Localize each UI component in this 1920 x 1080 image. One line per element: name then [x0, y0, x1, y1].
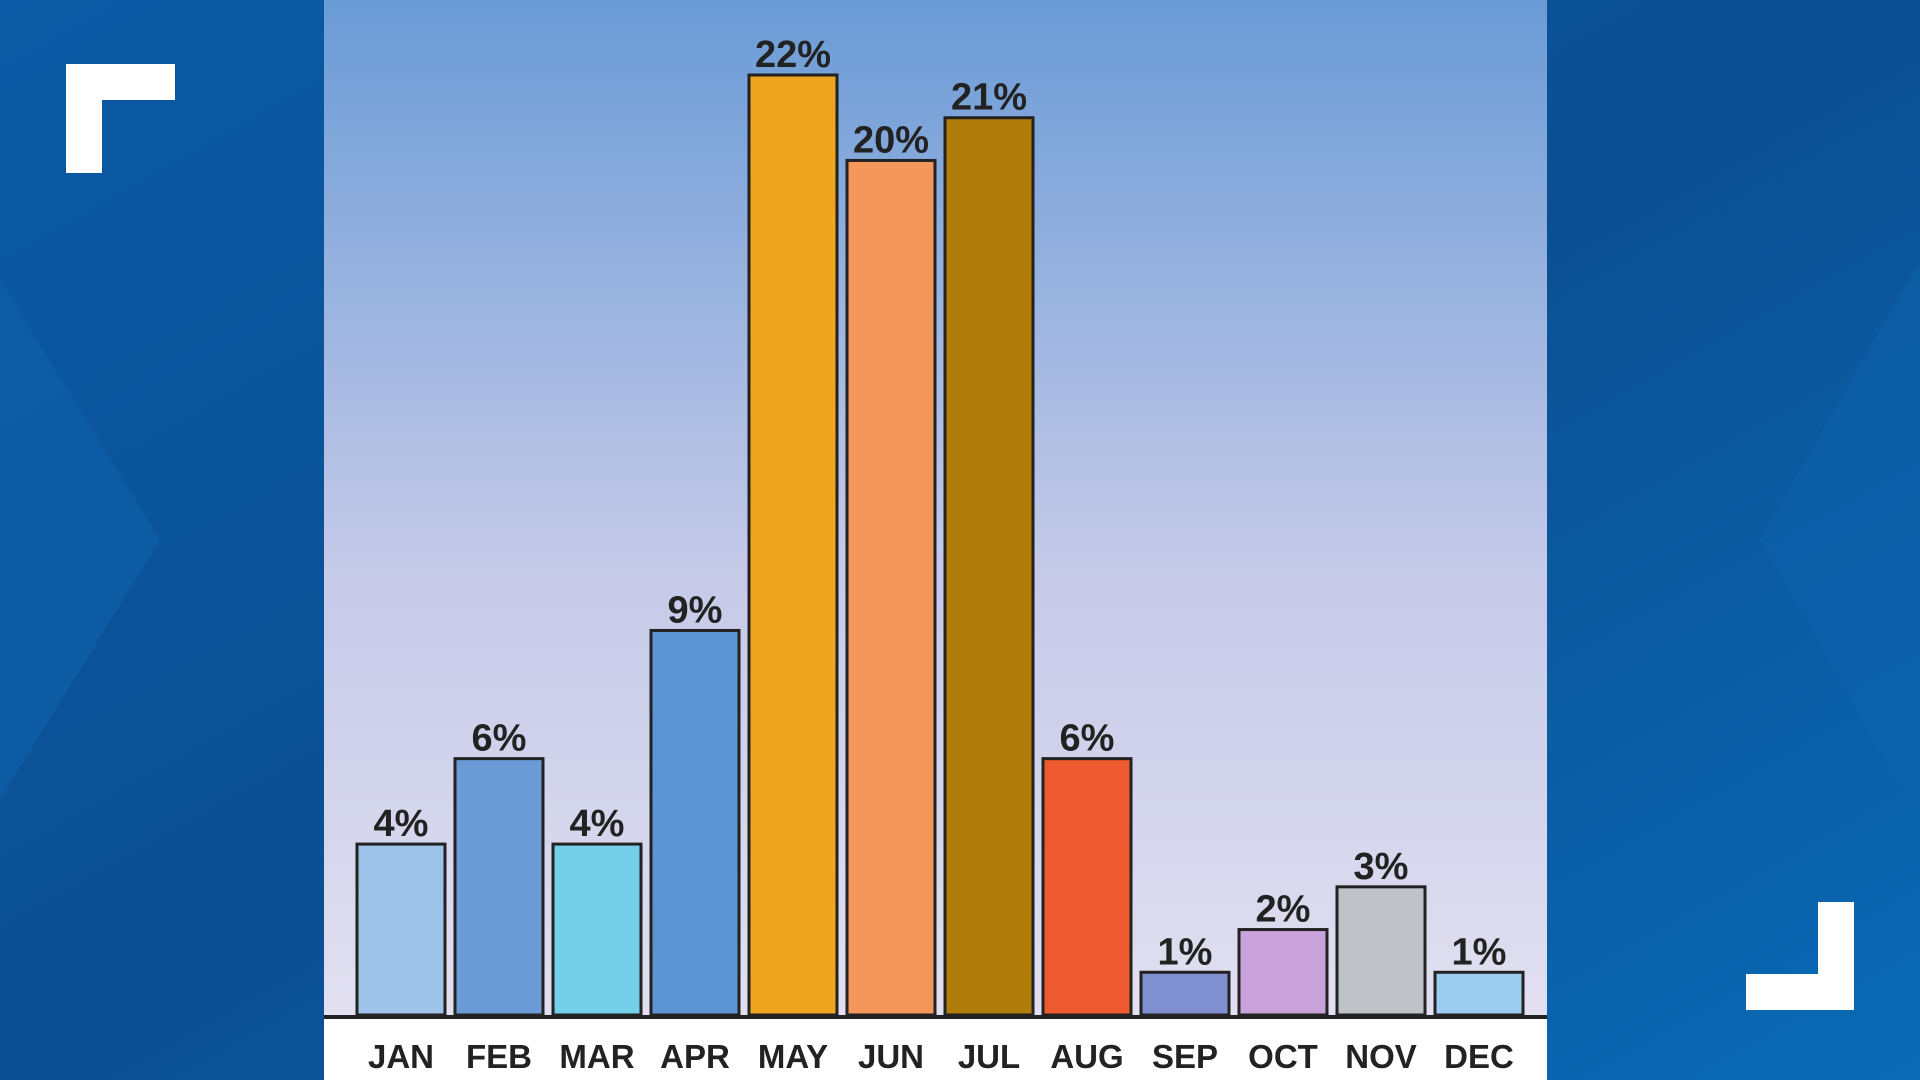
bar: [649, 628, 741, 1017]
x-tick-label: MAR: [559, 1038, 634, 1075]
value-label: 4%: [374, 803, 429, 845]
value-label: 21%: [951, 77, 1027, 119]
x-tick-label: OCT: [1248, 1038, 1318, 1075]
x-tick-label: FEB: [466, 1038, 532, 1075]
bar: [551, 842, 643, 1017]
chart: 4% JAN 6% FEB 4% MAR 9% APR 22% MAY 20% JUN 21% JUL 6%…: [324, 0, 1547, 1080]
background-shape: [1760, 260, 1920, 820]
bar: [943, 116, 1035, 1017]
bar: [1335, 885, 1427, 1017]
value-label: 1%: [1158, 931, 1213, 973]
corner-bracket: [66, 64, 175, 173]
x-tick-label: AUG: [1050, 1038, 1123, 1075]
corner-bracket: [1746, 902, 1854, 1010]
x-tick-label: JAN: [368, 1038, 434, 1075]
value-label: 20%: [853, 119, 929, 161]
x-tick-label: JUN: [858, 1038, 924, 1075]
bar: [1237, 928, 1329, 1017]
background-shape: [0, 280, 160, 800]
value-label: 9%: [668, 589, 723, 631]
x-tick-label: NOV: [1345, 1038, 1417, 1075]
bar: [453, 757, 545, 1017]
x-tick-label: SEP: [1152, 1038, 1218, 1075]
x-tick-label: MAY: [758, 1038, 828, 1075]
value-label: 6%: [472, 718, 527, 760]
x-tick-label: APR: [660, 1038, 730, 1075]
bar: [1433, 970, 1525, 1017]
value-label: 4%: [570, 803, 625, 845]
x-tick-label: JUL: [958, 1038, 1020, 1075]
label-strip: [324, 1016, 1547, 1080]
value-label: 22%: [755, 34, 831, 76]
value-label: 3%: [1354, 846, 1409, 888]
bar: [1041, 757, 1133, 1017]
value-label: 6%: [1060, 718, 1115, 760]
x-tick-label: DEC: [1444, 1038, 1514, 1075]
bar: [355, 842, 447, 1017]
value-label: 2%: [1256, 889, 1311, 931]
value-label: 1%: [1452, 931, 1507, 973]
bar: [845, 158, 937, 1017]
bar: [747, 73, 839, 1017]
bar: [1139, 970, 1231, 1017]
